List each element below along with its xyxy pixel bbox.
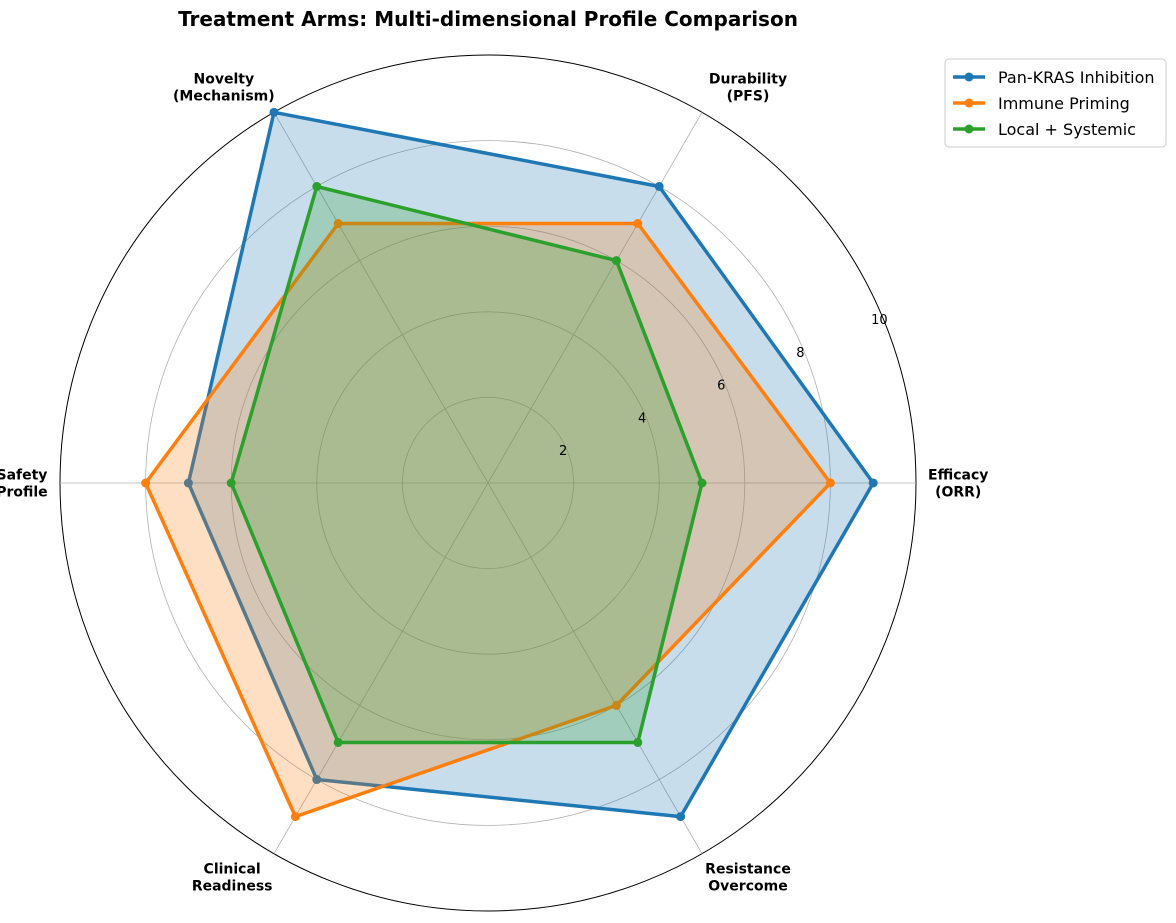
axis-label-4-line-1: Readiness [192, 878, 273, 894]
spoke-4 [273, 482, 489, 854]
series-0-point-2 [269, 107, 279, 117]
legend-swatch-marker-0 [964, 72, 974, 82]
series-2-point-5 [633, 737, 643, 747]
series-2-point-3 [226, 478, 236, 488]
axis-label-0: Efficacy (ORR) [928, 468, 988, 501]
axis-label-5-line-1: Overcome [708, 878, 787, 894]
series-1-point-1 [633, 219, 643, 229]
series-1-point-0 [825, 478, 835, 488]
axis-label-0-line-0: Efficacy [928, 468, 988, 484]
radial-tick-label-4: 10 [871, 313, 888, 328]
series-0-point-1 [654, 181, 664, 191]
series-0-area [188, 112, 874, 817]
legend-swatch-marker-2 [964, 124, 974, 134]
chart-title: Treatment Arms: Multi-dimensional Profil… [178, 7, 798, 31]
series-0-point-5 [676, 812, 686, 822]
axis-label-5-line-0: Resistance [705, 861, 791, 877]
axis-label-3: Safety Profile [0, 468, 48, 501]
series-1-point-3 [141, 478, 151, 488]
radial-ticks: 2 4 6 8 10 [559, 313, 888, 459]
series-1-point-2 [333, 219, 343, 229]
series-2 [226, 181, 707, 747]
spoke-2 [273, 112, 489, 484]
axis-label-2-line-1: (Mechanism) [173, 89, 275, 105]
series-1-point-5 [611, 700, 621, 710]
series-2-point-4 [333, 737, 343, 747]
series-2-point-2 [312, 181, 322, 191]
axis-label-2: Novelty (Mechanism) [173, 72, 275, 105]
series-2-area [231, 186, 702, 743]
legend-box [944, 58, 1167, 148]
spoke-5 [487, 482, 703, 854]
axis-label-2-line-0: Novelty [194, 72, 255, 88]
axis-label-4-line-0: Clinical [204, 861, 261, 877]
radial-tick-label-0: 2 [559, 444, 567, 459]
axis-label-4: Clinical Readiness [192, 861, 273, 894]
series-1-point-4 [290, 812, 300, 822]
legend-label-0: Pan-KRAS Inhibition [998, 68, 1155, 87]
radial-tick-label-2: 6 [717, 379, 725, 394]
series-0-point-4 [312, 775, 322, 785]
series-0-point-3 [183, 478, 193, 488]
series-group [141, 107, 878, 822]
radial-tick-label-1: 4 [638, 411, 646, 426]
series-2-point-1 [611, 256, 621, 266]
axis-label-1-line-0: Durability [709, 72, 787, 88]
legend-label-1: Immune Priming [998, 94, 1130, 113]
axis-label-1: Durability (PFS) [709, 72, 787, 105]
series-0 [183, 107, 878, 822]
legend-label-2: Local + Systemic [998, 120, 1136, 139]
legend-swatch-marker-1 [964, 98, 974, 108]
series-2-point-0 [697, 478, 707, 488]
axis-label-3-line-1: Profile [0, 485, 48, 501]
axis-label-1-line-1: (PFS) [727, 89, 770, 105]
legend: Pan-KRAS Inhibition Immune Priming Local +… [944, 58, 1167, 148]
radial-tick-label-3: 8 [796, 346, 804, 361]
legend-item-2: Local + Systemic [953, 120, 1136, 139]
axis-label-0-line-1: (ORR) [935, 485, 981, 501]
axis-label-3-line-0: Safety [0, 468, 47, 484]
axis-label-5: Resistance Overcome [705, 861, 791, 894]
legend-item-1: Immune Priming [953, 94, 1130, 113]
axis-labels: Efficacy (ORR) Durability (PFS) Novelty (Mech… [0, 72, 988, 895]
series-0-point-0 [868, 478, 878, 488]
spoke-1 [487, 112, 703, 484]
legend-item-0: Pan-KRAS Inhibition [953, 68, 1155, 87]
